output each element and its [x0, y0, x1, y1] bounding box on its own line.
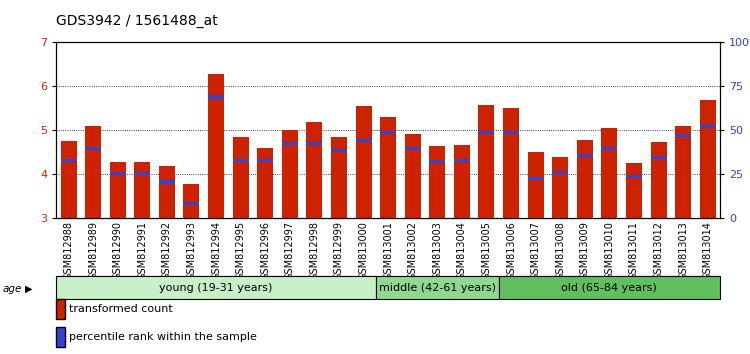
- Bar: [650, 155, 667, 159]
- Text: middle (42-61 years): middle (42-61 years): [379, 282, 496, 293]
- Bar: [282, 142, 298, 145]
- Bar: [110, 162, 126, 218]
- Text: GSM812991: GSM812991: [137, 221, 147, 280]
- Bar: [331, 149, 347, 152]
- Bar: [257, 159, 273, 162]
- Bar: [503, 108, 519, 218]
- Text: GSM813005: GSM813005: [482, 221, 491, 280]
- Text: GSM813014: GSM813014: [703, 221, 712, 280]
- Bar: [232, 137, 248, 218]
- Text: GSM812988: GSM812988: [64, 221, 74, 280]
- Bar: [429, 160, 445, 163]
- Bar: [700, 125, 715, 128]
- Bar: [577, 140, 592, 218]
- Text: GSM812992: GSM812992: [162, 221, 172, 280]
- Text: GSM813000: GSM813000: [358, 221, 368, 280]
- Bar: [56, 276, 376, 299]
- Bar: [208, 74, 224, 218]
- Bar: [503, 131, 519, 133]
- Text: GSM813010: GSM813010: [604, 221, 614, 280]
- Text: percentile rank within the sample: percentile rank within the sample: [69, 332, 256, 342]
- Text: GSM813008: GSM813008: [555, 221, 566, 280]
- Text: GSM812990: GSM812990: [112, 221, 123, 280]
- Bar: [86, 126, 101, 218]
- Bar: [184, 183, 200, 218]
- Text: GSM812998: GSM812998: [309, 221, 320, 280]
- Bar: [86, 147, 101, 150]
- Bar: [257, 148, 273, 218]
- Text: GSM812997: GSM812997: [285, 221, 295, 280]
- Bar: [331, 137, 347, 218]
- Bar: [454, 159, 470, 162]
- Text: transformed count: transformed count: [69, 304, 172, 314]
- Text: GSM812994: GSM812994: [211, 221, 221, 280]
- Bar: [528, 177, 544, 181]
- Bar: [552, 157, 568, 218]
- Bar: [356, 139, 371, 142]
- Bar: [134, 162, 150, 218]
- Text: GSM813001: GSM813001: [383, 221, 393, 280]
- Text: GSM813012: GSM813012: [653, 221, 664, 280]
- Bar: [552, 171, 568, 174]
- Bar: [675, 133, 691, 137]
- Bar: [700, 100, 715, 218]
- Bar: [380, 131, 396, 135]
- Bar: [405, 133, 421, 218]
- Bar: [675, 126, 691, 218]
- Bar: [232, 159, 248, 162]
- Bar: [376, 276, 499, 299]
- Text: GSM813004: GSM813004: [457, 221, 466, 280]
- Text: GSM813009: GSM813009: [580, 221, 590, 280]
- Bar: [454, 145, 470, 218]
- Bar: [134, 172, 150, 175]
- Bar: [528, 152, 544, 218]
- Text: GSM812999: GSM812999: [334, 221, 344, 280]
- Text: GDS3942 / 1561488_at: GDS3942 / 1561488_at: [56, 14, 218, 28]
- Bar: [499, 276, 720, 299]
- Bar: [478, 131, 494, 133]
- Text: GSM812996: GSM812996: [260, 221, 270, 280]
- Bar: [159, 166, 175, 218]
- Bar: [110, 172, 126, 175]
- Text: old (65-84 years): old (65-84 years): [562, 282, 657, 293]
- Bar: [282, 130, 298, 218]
- Text: GSM813011: GSM813011: [629, 221, 639, 280]
- Bar: [602, 128, 617, 218]
- Text: GSM812993: GSM812993: [187, 221, 196, 280]
- Text: GSM812989: GSM812989: [88, 221, 98, 280]
- Text: GSM813002: GSM813002: [408, 221, 418, 280]
- Bar: [429, 146, 445, 218]
- Text: GSM813006: GSM813006: [506, 221, 516, 280]
- Bar: [478, 105, 494, 218]
- Text: young (19-31 years): young (19-31 years): [159, 282, 273, 293]
- Bar: [208, 96, 224, 98]
- Bar: [380, 117, 396, 218]
- Bar: [184, 202, 200, 205]
- Text: GSM813007: GSM813007: [531, 221, 541, 280]
- Text: GSM813013: GSM813013: [678, 221, 688, 280]
- Text: GSM812995: GSM812995: [236, 221, 246, 280]
- Text: age: age: [2, 284, 22, 293]
- Bar: [626, 175, 642, 178]
- Bar: [61, 141, 76, 218]
- Bar: [626, 163, 642, 218]
- Bar: [307, 142, 322, 145]
- Bar: [307, 122, 322, 218]
- Bar: [159, 181, 175, 183]
- Text: GSM813003: GSM813003: [432, 221, 442, 280]
- Bar: [650, 142, 667, 218]
- Text: ▶: ▶: [25, 284, 32, 293]
- Bar: [577, 154, 592, 157]
- Bar: [356, 106, 371, 218]
- Bar: [61, 159, 76, 162]
- Bar: [602, 147, 617, 150]
- Bar: [405, 147, 421, 150]
